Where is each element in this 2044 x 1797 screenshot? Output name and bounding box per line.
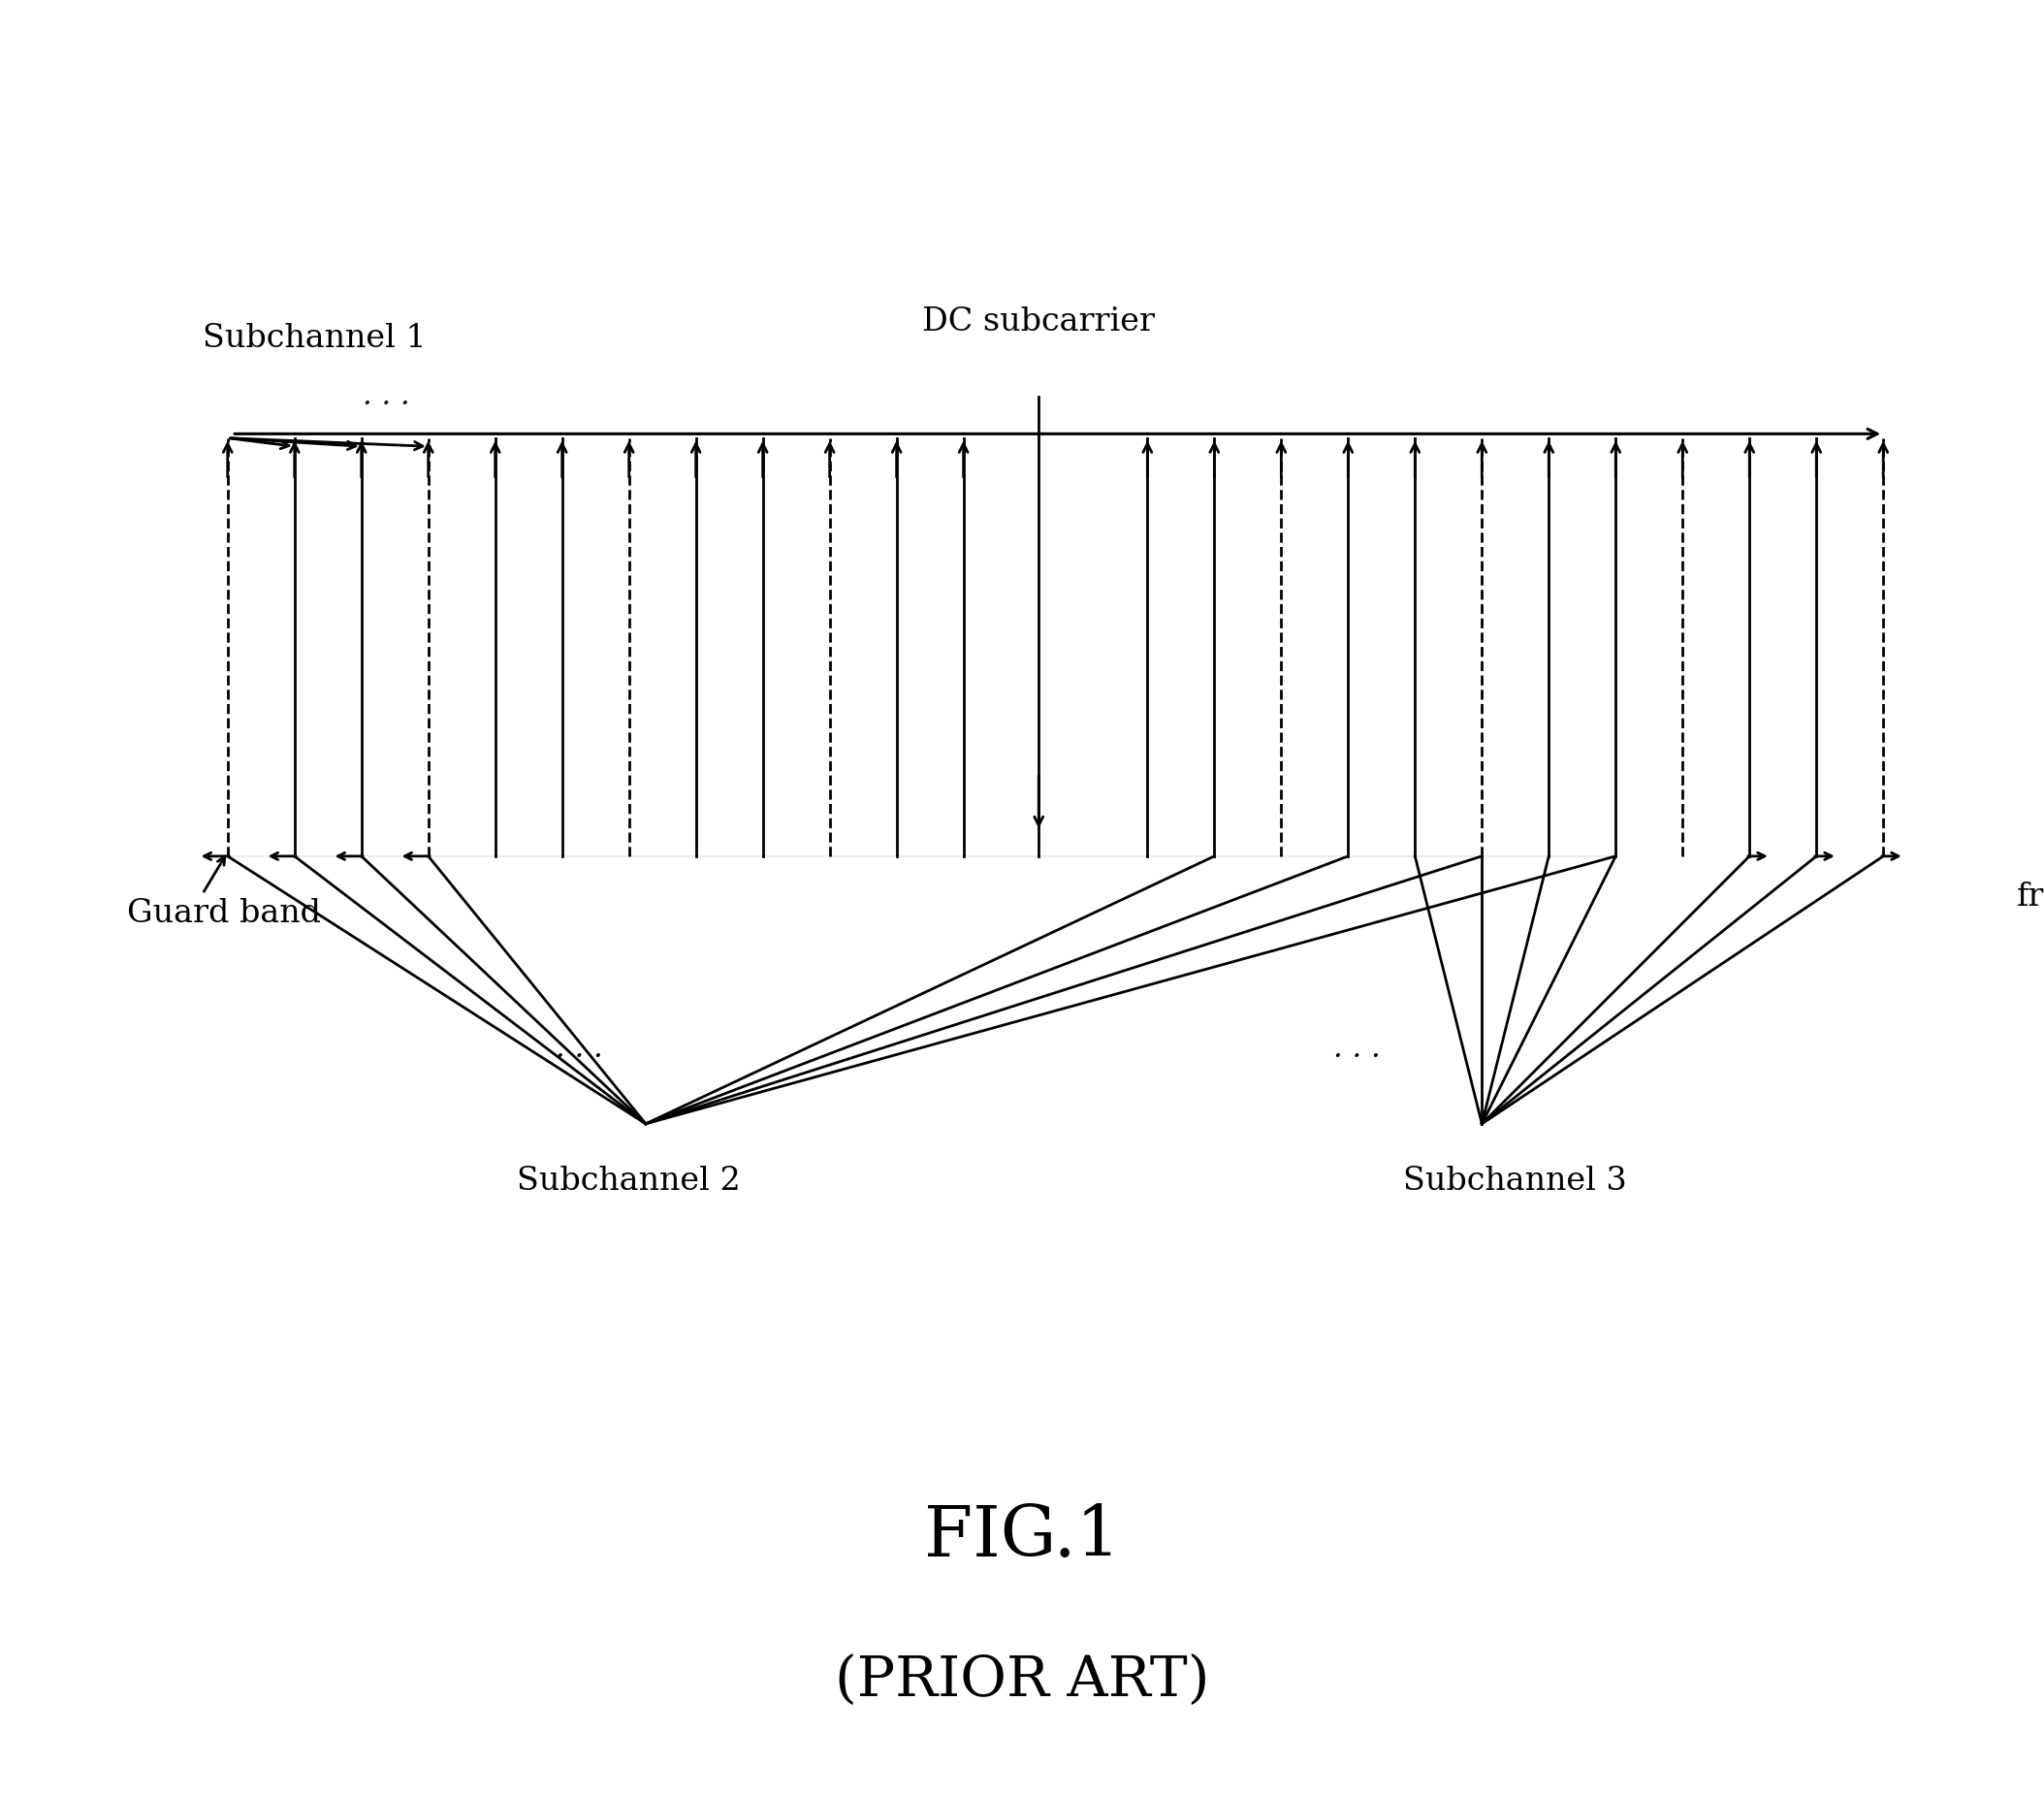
- Text: Guard band: Guard band: [127, 898, 321, 929]
- Text: . . .: . . .: [556, 1033, 603, 1064]
- Text: . . .: . . .: [1333, 1033, 1380, 1064]
- Text: . . .: . . .: [364, 381, 411, 412]
- Text: Subchannel 3: Subchannel 3: [1404, 1166, 1627, 1197]
- Text: FIG.1: FIG.1: [924, 1502, 1120, 1571]
- Text: Subchannel 1: Subchannel 1: [202, 323, 427, 354]
- Text: Subchannel 2: Subchannel 2: [517, 1166, 740, 1197]
- Text: (PRIOR ART): (PRIOR ART): [834, 1653, 1210, 1707]
- Text: frequency: frequency: [2017, 881, 2044, 913]
- Text: DC subcarrier: DC subcarrier: [922, 307, 1155, 338]
